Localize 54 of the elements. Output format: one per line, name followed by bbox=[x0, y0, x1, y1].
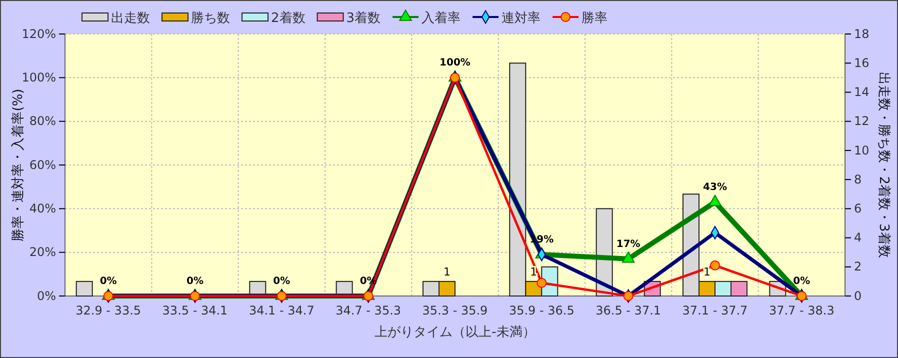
point bbox=[363, 291, 374, 301]
y2-tick-label: 8 bbox=[854, 172, 862, 186]
y2-axis-title: 出走数・勝ち数・2着数・3着数 bbox=[876, 72, 892, 258]
legend-label: 連対率 bbox=[502, 10, 541, 26]
x-tick-label: 37.1 - 37.7 bbox=[682, 304, 748, 318]
data-label: 0% bbox=[793, 276, 810, 287]
data-label: 43% bbox=[703, 182, 727, 194]
y2-tick-label: 14 bbox=[854, 85, 870, 100]
y-tick-label: 60% bbox=[29, 158, 56, 172]
data-label: 0% bbox=[186, 276, 204, 287]
y2-tick-label: 18 bbox=[854, 26, 870, 41]
data-label: 100% bbox=[440, 58, 470, 69]
data-label: 1 bbox=[444, 265, 450, 278]
y-tick-label: 120% bbox=[22, 26, 56, 41]
point bbox=[710, 260, 720, 270]
y2-tick-label: 6 bbox=[854, 202, 862, 216]
y2-tick-label: 10 bbox=[854, 143, 870, 158]
point bbox=[536, 278, 547, 288]
legend-label: 出走数 bbox=[111, 11, 150, 26]
data-label: 0% bbox=[273, 276, 290, 287]
x-tick-label: 35.3 - 35.9 bbox=[422, 304, 488, 318]
x-tick-label: 34.7 - 35.3 bbox=[336, 304, 402, 318]
data-label: 17% bbox=[616, 238, 640, 250]
y2-tick-label: 2 bbox=[854, 260, 862, 274]
x-tick-label: 35.9 - 36.5 bbox=[508, 304, 574, 318]
point bbox=[796, 291, 807, 301]
y-tick-label: 20% bbox=[29, 245, 56, 260]
bar bbox=[76, 280, 93, 296]
x-tick-label: 37.7 - 38.3 bbox=[768, 304, 834, 318]
data-label: 0% bbox=[100, 276, 117, 287]
legend-label: 勝率 bbox=[582, 10, 608, 26]
legend-label: 入着率 bbox=[422, 10, 461, 26]
x-tick-label: 32.9 - 33.5 bbox=[76, 304, 142, 318]
x-tick-label: 34.1 - 34.7 bbox=[248, 304, 314, 318]
y2-tick-label: 12 bbox=[854, 114, 870, 128]
y-tick-label: 100% bbox=[22, 70, 56, 85]
x-axis-title: 上がりタイム（以上-未満） bbox=[374, 325, 536, 340]
y-axis-title: 勝率・連対率・入着率(%) bbox=[10, 88, 26, 242]
legend-label: 2着数 bbox=[271, 10, 306, 26]
y2-tick-label: 4 bbox=[854, 230, 862, 245]
point bbox=[276, 291, 287, 301]
data-label: 1 bbox=[704, 265, 710, 278]
x-tick-label: 36.5 - 37.1 bbox=[596, 304, 662, 318]
x-tick-label: 33.5 - 34.1 bbox=[162, 304, 228, 318]
legend-label: 勝ち数 bbox=[191, 11, 230, 26]
y2-tick-label: 0 bbox=[854, 288, 862, 303]
y-tick-label: 40% bbox=[29, 202, 56, 216]
data-label: 1 bbox=[530, 265, 538, 278]
point bbox=[623, 291, 634, 301]
y-tick-label: 0% bbox=[36, 288, 56, 303]
point bbox=[103, 291, 114, 301]
legend-label: 3着数 bbox=[346, 10, 381, 26]
y-tick-label: 80% bbox=[29, 114, 56, 128]
y2-tick-label: 16 bbox=[854, 56, 870, 70]
